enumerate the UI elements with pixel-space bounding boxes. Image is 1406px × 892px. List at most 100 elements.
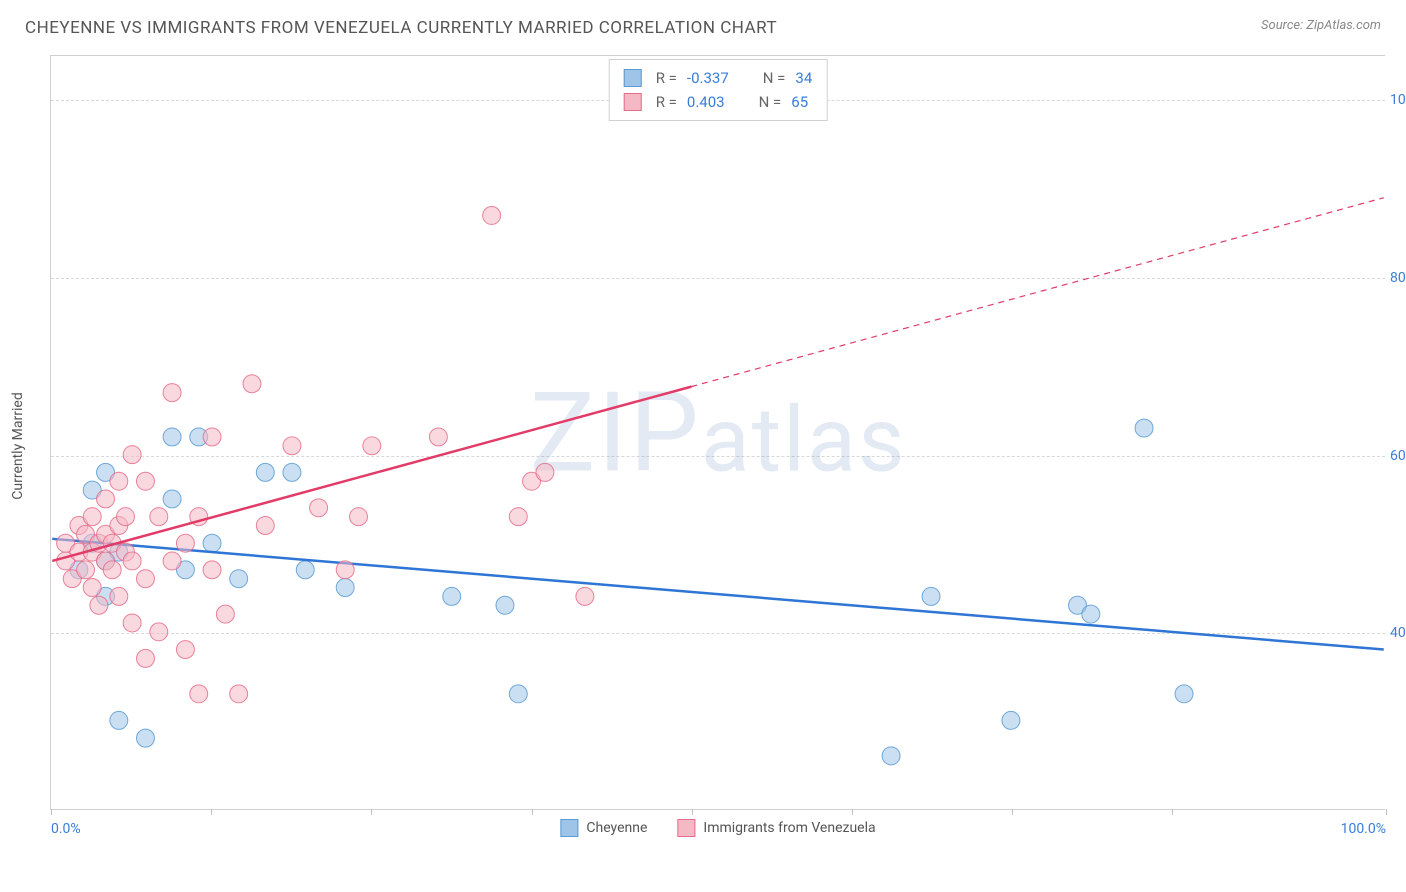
data-point xyxy=(117,508,135,526)
xtick-label: 0.0% xyxy=(51,821,81,837)
header: CHEYENNE VS IMMIGRANTS FROM VENEZUELA CU… xyxy=(0,0,1406,48)
legend-item-cheyenne: Cheyenne xyxy=(560,819,647,837)
data-point xyxy=(216,605,234,623)
data-point xyxy=(509,508,527,526)
data-point xyxy=(230,570,248,588)
data-point xyxy=(443,587,461,605)
data-point xyxy=(256,463,274,481)
legend-item-venezuela: Immigrants from Venezuela xyxy=(677,819,875,837)
data-point xyxy=(203,534,221,552)
chart-plot-area: ZIPatlas R = -0.337 N = 34 R = 0.403 N =… xyxy=(50,55,1385,810)
data-point xyxy=(176,534,194,552)
data-point xyxy=(190,685,208,703)
data-point xyxy=(123,614,141,632)
source-attribution: Source: ZipAtlas.com xyxy=(1261,18,1381,33)
xtick xyxy=(1386,809,1387,815)
chart-title: CHEYENNE VS IMMIGRANTS FROM VENEZUELA CU… xyxy=(25,18,777,38)
data-point xyxy=(136,649,154,667)
data-point xyxy=(136,570,154,588)
data-point xyxy=(150,508,168,526)
data-point xyxy=(1082,605,1100,623)
data-point xyxy=(283,463,301,481)
data-point xyxy=(256,517,274,535)
data-point xyxy=(536,463,554,481)
scatter-svg xyxy=(51,56,1385,809)
swatch-cheyenne xyxy=(624,69,642,87)
r-label: R = xyxy=(656,90,677,114)
data-point xyxy=(363,437,381,455)
legend-label-venezuela: Immigrants from Venezuela xyxy=(703,820,875,836)
series-legend: Cheyenne Immigrants from Venezuela xyxy=(560,819,875,837)
data-point xyxy=(350,508,368,526)
data-point xyxy=(163,428,181,446)
xtick xyxy=(211,809,212,815)
xtick xyxy=(1012,809,1013,815)
xtick xyxy=(852,809,853,815)
swatch-venezuela-icon xyxy=(677,819,695,837)
ytick-label: 100.0% xyxy=(1390,92,1406,108)
legend-label-cheyenne: Cheyenne xyxy=(586,820,647,836)
data-point xyxy=(1002,711,1020,729)
data-point xyxy=(1175,685,1193,703)
n-value-venezuela: 65 xyxy=(791,90,808,114)
r-label: R = xyxy=(656,66,677,90)
data-point xyxy=(150,623,168,641)
data-point xyxy=(882,747,900,765)
data-point xyxy=(336,561,354,579)
ytick-label: 40.0% xyxy=(1390,625,1406,641)
data-point xyxy=(163,490,181,508)
data-point xyxy=(203,428,221,446)
data-point xyxy=(483,206,501,224)
n-value-cheyenne: 34 xyxy=(795,66,812,90)
data-point xyxy=(163,552,181,570)
xtick-label: 100.0% xyxy=(1341,821,1386,837)
r-value-cheyenne: -0.337 xyxy=(687,66,729,90)
data-point xyxy=(509,685,527,703)
data-point xyxy=(496,596,514,614)
data-point xyxy=(429,428,447,446)
xtick xyxy=(371,809,372,815)
data-point xyxy=(77,561,95,579)
y-axis-label: Currently Married xyxy=(10,392,26,499)
data-point xyxy=(136,472,154,490)
n-label: N = xyxy=(763,66,786,90)
data-point xyxy=(203,561,221,579)
data-point xyxy=(310,499,328,517)
n-label: N = xyxy=(759,90,782,114)
legend-row-cheyenne: R = -0.337 N = 34 xyxy=(624,66,813,90)
data-point xyxy=(123,552,141,570)
data-point xyxy=(110,711,128,729)
data-point xyxy=(136,729,154,747)
data-point xyxy=(90,596,108,614)
data-point xyxy=(576,587,594,605)
r-value-venezuela: 0.403 xyxy=(687,90,725,114)
data-point xyxy=(336,579,354,597)
xtick xyxy=(692,809,693,815)
swatch-cheyenne-icon xyxy=(560,819,578,837)
data-point xyxy=(103,561,121,579)
data-point xyxy=(83,579,101,597)
data-point xyxy=(1135,419,1153,437)
data-point xyxy=(243,375,261,393)
swatch-venezuela xyxy=(624,93,642,111)
trend-line-dashed xyxy=(691,198,1383,387)
ytick-label: 80.0% xyxy=(1390,270,1406,286)
data-point xyxy=(123,446,141,464)
ytick-label: 60.0% xyxy=(1390,448,1406,464)
trend-line xyxy=(52,539,1383,650)
data-point xyxy=(230,685,248,703)
data-point xyxy=(163,384,181,402)
data-point xyxy=(110,587,128,605)
xtick xyxy=(532,809,533,815)
correlation-legend: R = -0.337 N = 34 R = 0.403 N = 65 xyxy=(609,59,828,121)
data-point xyxy=(296,561,314,579)
xtick xyxy=(51,809,52,815)
data-point xyxy=(176,641,194,659)
legend-row-venezuela: R = 0.403 N = 65 xyxy=(624,90,813,114)
data-point xyxy=(922,587,940,605)
data-point xyxy=(83,508,101,526)
data-point xyxy=(110,472,128,490)
xtick xyxy=(1172,809,1173,815)
data-point xyxy=(283,437,301,455)
data-point xyxy=(97,490,115,508)
